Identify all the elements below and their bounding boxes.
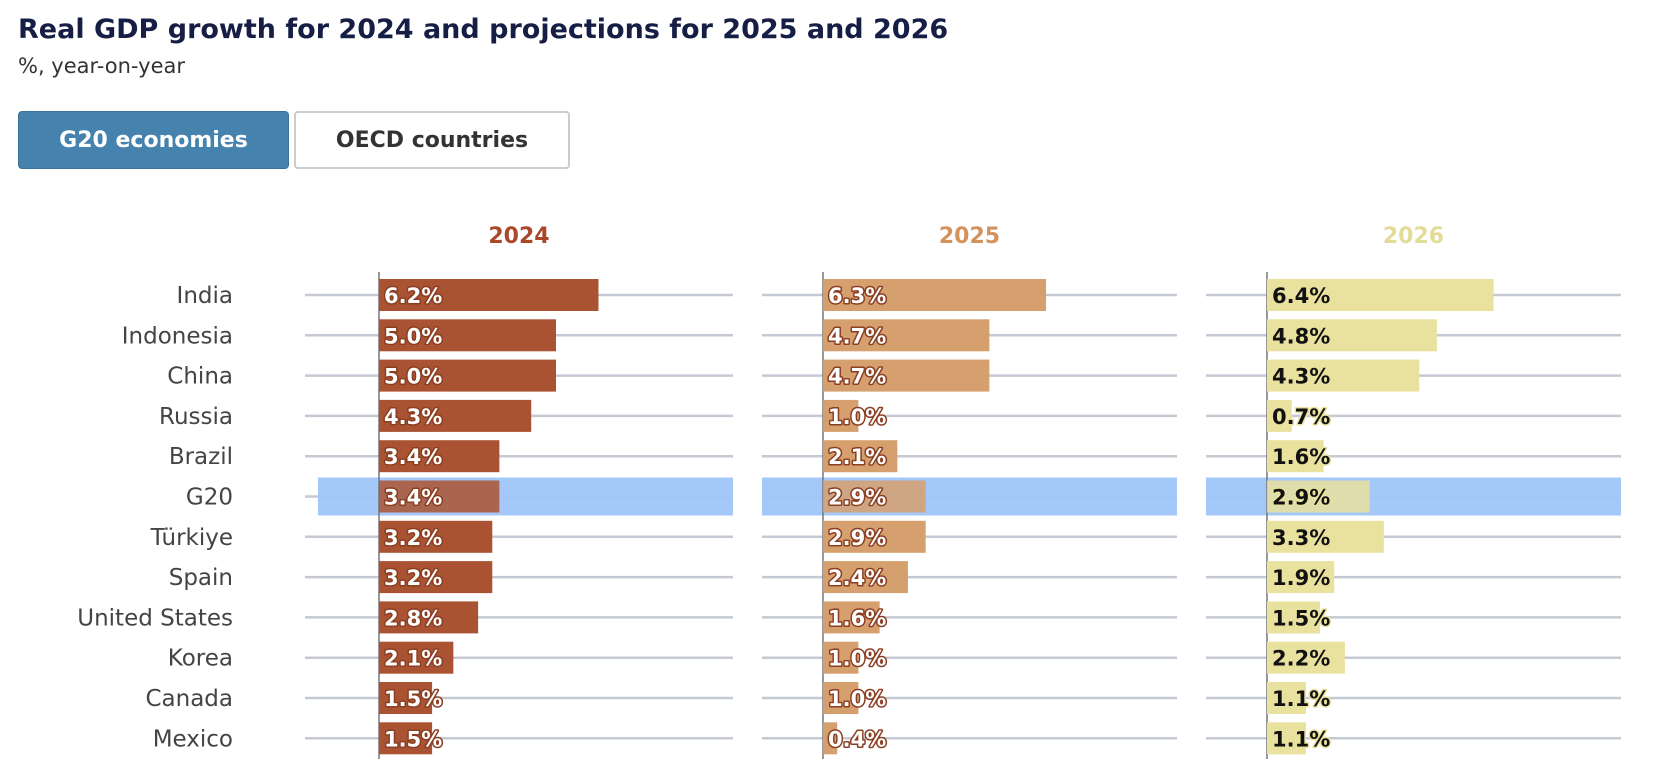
series-header: 2025 xyxy=(939,224,1000,249)
bar xyxy=(823,319,990,352)
bar xyxy=(1267,601,1321,634)
category-label: Indonesia xyxy=(122,323,233,349)
category-label: G20 xyxy=(186,485,233,511)
data-label: 4.7% xyxy=(828,365,886,389)
chart-subtitle: %, year-on-year xyxy=(18,54,185,78)
data-label: 1.5% xyxy=(1272,606,1330,630)
data-label: 3.3% xyxy=(1272,526,1330,550)
data-label: 3.2% xyxy=(384,566,442,590)
data-label: 4.3% xyxy=(1272,365,1330,389)
data-label: 0.4% xyxy=(828,727,886,751)
bar xyxy=(823,520,926,553)
bar xyxy=(823,399,859,432)
data-label: 4.8% xyxy=(1272,324,1330,348)
bar xyxy=(1267,561,1335,594)
data-label: 4.7% xyxy=(828,324,886,348)
bar xyxy=(823,279,1047,311)
data-label: 1.5% xyxy=(384,727,442,751)
data-label: 3.4% xyxy=(384,486,442,510)
category-label: Türkiye xyxy=(150,525,233,551)
bar xyxy=(379,601,479,634)
data-label: 4.3% xyxy=(384,405,442,429)
category-label: India xyxy=(177,283,233,309)
bar xyxy=(379,641,454,674)
category-label: Russia xyxy=(159,404,233,430)
data-label: 2.1% xyxy=(384,647,442,671)
bar xyxy=(1267,319,1437,352)
data-label: 2.2% xyxy=(1272,647,1330,671)
category-label: Spain xyxy=(169,565,233,591)
category-label: Canada xyxy=(145,686,233,712)
data-label: 1.0% xyxy=(828,687,886,711)
data-label: 6.4% xyxy=(1272,284,1330,308)
series-header: 2026 xyxy=(1383,224,1444,249)
data-label: 1.0% xyxy=(828,647,886,671)
data-label: 6.2% xyxy=(384,284,442,308)
data-label: 3.4% xyxy=(384,445,442,469)
bar xyxy=(1267,399,1292,432)
bar xyxy=(1267,682,1306,714)
bar xyxy=(379,399,532,432)
series-header: 2024 xyxy=(488,224,549,249)
category-label: United States xyxy=(77,605,233,631)
bar xyxy=(823,480,926,513)
bar xyxy=(379,319,556,352)
data-label: 1.9% xyxy=(1272,566,1330,590)
bar xyxy=(823,722,838,755)
category-label: Korea xyxy=(168,646,233,672)
data-label: 1.6% xyxy=(1272,445,1330,469)
bar xyxy=(823,561,908,594)
data-label: 2.9% xyxy=(1272,486,1330,510)
data-label: 2.9% xyxy=(828,526,886,550)
bar xyxy=(1267,722,1306,755)
data-label: 6.3% xyxy=(828,284,886,308)
data-label: 1.1% xyxy=(1272,687,1330,711)
bar xyxy=(379,279,599,311)
bar xyxy=(1267,641,1345,674)
bar xyxy=(823,440,898,473)
category-label: China xyxy=(167,364,233,390)
tab-g20-economies[interactable]: G20 economies xyxy=(18,111,289,169)
data-label: 1.1% xyxy=(1272,727,1330,751)
chart-title: Real GDP growth for 2024 and projections… xyxy=(18,14,949,45)
data-label: 1.0% xyxy=(828,405,886,429)
bar xyxy=(1267,279,1494,311)
bar xyxy=(823,641,859,674)
data-label: 0.7% xyxy=(1272,405,1330,429)
bar xyxy=(379,561,493,594)
data-label: 1.6% xyxy=(828,606,886,630)
bar xyxy=(1267,359,1420,392)
bar xyxy=(379,682,433,714)
data-label: 3.2% xyxy=(384,526,442,550)
bar xyxy=(379,440,500,473)
bar xyxy=(1267,520,1384,553)
bar xyxy=(379,520,493,553)
data-label: 5.0% xyxy=(384,365,442,389)
bar xyxy=(1267,480,1370,513)
tab-oecd-countries[interactable]: OECD countries xyxy=(294,111,570,169)
bar xyxy=(379,359,556,392)
category-label: Mexico xyxy=(153,726,233,752)
bar xyxy=(823,601,880,634)
data-label: 2.4% xyxy=(828,566,886,590)
data-label: 2.1% xyxy=(828,445,886,469)
data-label: 5.0% xyxy=(384,324,442,348)
bar xyxy=(823,359,990,392)
data-label: 2.9% xyxy=(828,486,886,510)
data-label: 1.5% xyxy=(384,687,442,711)
category-label: Brazil xyxy=(169,444,233,470)
data-label: 2.8% xyxy=(384,606,442,630)
bar xyxy=(379,722,433,755)
bar xyxy=(379,480,500,513)
bar xyxy=(823,682,859,714)
bar xyxy=(1267,440,1324,473)
